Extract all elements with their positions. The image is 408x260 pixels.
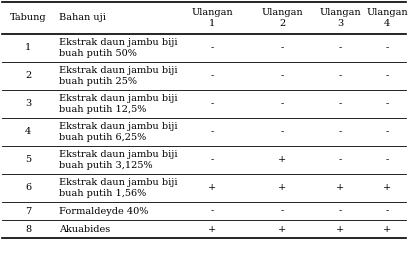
Text: 8: 8	[25, 224, 31, 233]
Text: -: -	[386, 43, 389, 53]
Text: Ekstrak daun jambu biji
buah putih 3,125%: Ekstrak daun jambu biji buah putih 3,125…	[59, 150, 177, 170]
Text: -: -	[338, 155, 341, 165]
Text: -: -	[386, 72, 389, 81]
Text: +: +	[278, 224, 286, 233]
Text: 3: 3	[25, 100, 31, 108]
Text: +: +	[278, 184, 286, 192]
Text: 5: 5	[25, 155, 31, 165]
Text: -: -	[338, 206, 341, 216]
Text: -: -	[211, 155, 214, 165]
Text: -: -	[211, 206, 214, 216]
Text: 7: 7	[25, 206, 31, 216]
Text: 4: 4	[25, 127, 31, 136]
Text: Ulangan
1: Ulangan 1	[191, 8, 233, 28]
Text: Ulangan
2: Ulangan 2	[261, 8, 303, 28]
Text: -: -	[280, 100, 284, 108]
Text: Formaldeyde 40%: Formaldeyde 40%	[59, 206, 149, 216]
Text: Bahan uji: Bahan uji	[59, 14, 106, 23]
Text: +: +	[336, 224, 344, 233]
Text: -: -	[280, 127, 284, 136]
Text: Ekstrak daun jambu biji
buah putih 6,25%: Ekstrak daun jambu biji buah putih 6,25%	[59, 122, 177, 142]
Text: Ekstrak daun jambu biji
buah putih 12,5%: Ekstrak daun jambu biji buah putih 12,5%	[59, 94, 177, 114]
Text: -: -	[211, 127, 214, 136]
Text: Ekstrak daun jambu biji
buah putih 50%: Ekstrak daun jambu biji buah putih 50%	[59, 38, 177, 58]
Text: -: -	[211, 43, 214, 53]
Text: -: -	[386, 100, 389, 108]
Text: 2: 2	[25, 72, 31, 81]
Text: -: -	[386, 155, 389, 165]
Text: 1: 1	[25, 43, 31, 53]
Text: Ulangan
4: Ulangan 4	[366, 8, 408, 28]
Text: +: +	[208, 224, 216, 233]
Text: -: -	[386, 127, 389, 136]
Text: Ulangan
3: Ulangan 3	[319, 8, 361, 28]
Text: Akuabides: Akuabides	[59, 224, 110, 233]
Text: Tabung: Tabung	[10, 14, 47, 23]
Text: -: -	[280, 43, 284, 53]
Text: +: +	[336, 184, 344, 192]
Text: -: -	[386, 206, 389, 216]
Text: 6: 6	[25, 184, 31, 192]
Text: -: -	[280, 206, 284, 216]
Text: -: -	[338, 127, 341, 136]
Text: -: -	[338, 43, 341, 53]
Text: +: +	[383, 184, 391, 192]
Text: -: -	[338, 72, 341, 81]
Text: -: -	[211, 100, 214, 108]
Text: -: -	[280, 72, 284, 81]
Text: -: -	[338, 100, 341, 108]
Text: +: +	[278, 155, 286, 165]
Text: +: +	[208, 184, 216, 192]
Text: Ekstrak daun jambu biji
buah putih 25%: Ekstrak daun jambu biji buah putih 25%	[59, 66, 177, 86]
Text: -: -	[211, 72, 214, 81]
Text: +: +	[383, 224, 391, 233]
Text: Ekstrak daun jambu biji
buah putih 1,56%: Ekstrak daun jambu biji buah putih 1,56%	[59, 178, 177, 198]
